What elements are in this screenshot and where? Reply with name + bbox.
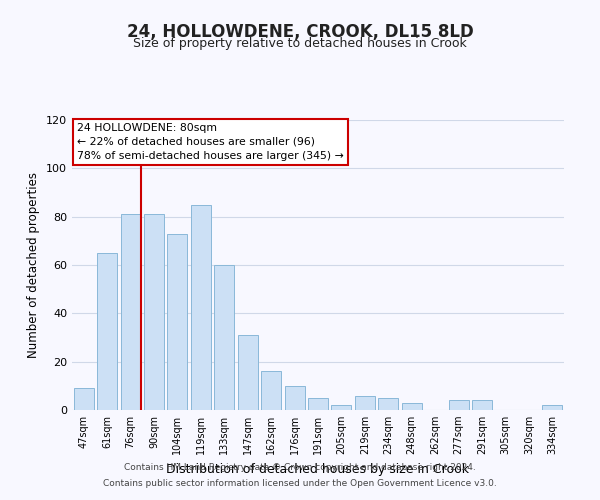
Bar (284, 386, 305, 410)
Text: Contains HM Land Registry data © Crown copyright and database right 2024.: Contains HM Land Registry data © Crown c… (124, 464, 476, 472)
Text: 24, HOLLOWDENE, CROOK, DL15 8LD: 24, HOLLOWDENE, CROOK, DL15 8LD (127, 22, 473, 40)
Bar (472, 400, 492, 410)
Bar (449, 400, 469, 410)
Bar (144, 214, 164, 410)
X-axis label: Distribution of detached houses by size in Crook: Distribution of detached houses by size … (167, 462, 470, 475)
Text: 24 HOLLOWDENE: 80sqm
← 22% of detached houses are smaller (96)
78% of semi-detac: 24 HOLLOWDENE: 80sqm ← 22% of detached h… (77, 123, 344, 161)
Bar (191, 204, 211, 410)
Bar (308, 398, 328, 410)
Bar (402, 403, 422, 410)
Y-axis label: Number of detached properties: Number of detached properties (28, 172, 40, 358)
Bar (167, 234, 187, 410)
Bar (214, 265, 234, 410)
Bar (238, 335, 257, 410)
Bar (331, 405, 352, 410)
Text: Contains public sector information licensed under the Open Government Licence v3: Contains public sector information licen… (103, 478, 497, 488)
Bar (121, 214, 140, 410)
Bar (355, 396, 375, 410)
Text: Size of property relative to detached houses in Crook: Size of property relative to detached ho… (133, 38, 467, 51)
Bar (74, 388, 94, 410)
Bar (97, 253, 117, 410)
Bar (542, 405, 562, 410)
Bar (379, 398, 398, 410)
Bar (261, 372, 281, 410)
